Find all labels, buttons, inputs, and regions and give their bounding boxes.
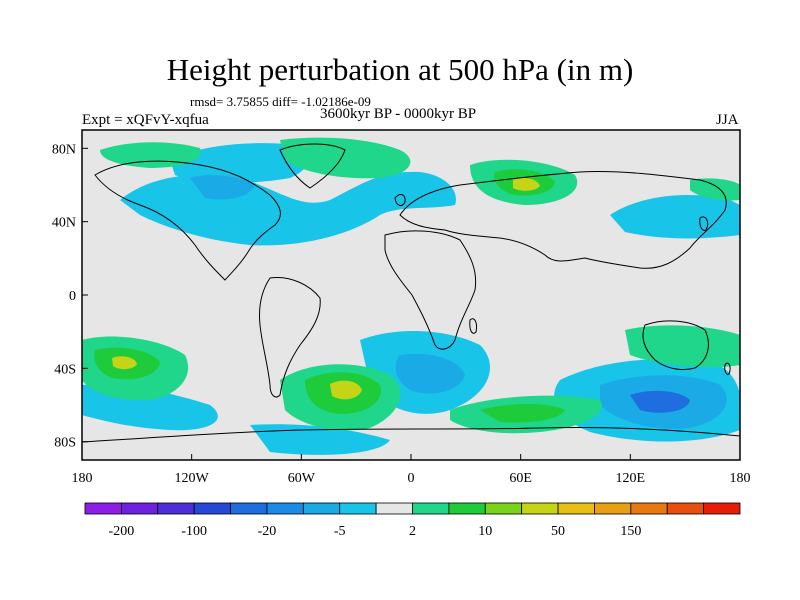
latitude-ticks: 80N 40N 0 40S 80S	[52, 142, 88, 451]
coastline-uk	[394, 194, 406, 206]
contour-yellow-south-pacific	[112, 356, 137, 370]
coastline-greenland	[279, 143, 346, 189]
colorbar: -200 -100 -20 -5 2 10 50 150	[84, 502, 741, 539]
contour-blue-deep	[630, 390, 690, 413]
lat-tick-label: 80N	[52, 142, 76, 157]
colorbar-label: 150	[620, 524, 641, 539]
colorbar-swatch	[266, 502, 304, 515]
lon-tick-label: 120W	[175, 471, 210, 486]
colorbar-labels: -200 -100 -20 -5 2 10 50 150	[109, 524, 642, 539]
longitude-ticks: 180 120W 60W 0 60E 120E 180	[72, 454, 751, 486]
colorbar-swatch	[448, 502, 486, 515]
colorbar-swatch	[230, 502, 268, 515]
period-label: 3600kyr BP - 0000kyr BP	[320, 106, 477, 122]
coastline-south-america	[259, 276, 321, 398]
coastline-africa	[384, 230, 477, 350]
colorbar-swatch	[666, 502, 705, 515]
lon-tick-label: 120E	[616, 471, 646, 486]
lon-tick-label: 60E	[509, 471, 532, 486]
contour-yellow-europe	[513, 178, 540, 191]
colorbar-swatch	[594, 502, 632, 515]
colorbar-swatch	[412, 502, 450, 515]
colorbar-swatch	[84, 502, 122, 515]
contour-cyan-arctic	[170, 143, 311, 183]
lat-tick-label: 80S	[54, 436, 76, 451]
map-panel	[81, 129, 741, 461]
contour-green-greenland	[280, 137, 411, 179]
experiment-label: Expt = xQFvY-xqfua	[82, 112, 209, 128]
colorbar-swatch	[302, 502, 341, 515]
contour-blue-south-atlantic	[395, 353, 465, 394]
coastlines	[82, 143, 740, 443]
lon-tick-label: 0	[408, 471, 415, 486]
lon-tick-label: 60W	[288, 471, 316, 486]
coastline-new-zealand	[724, 362, 731, 375]
contour-blue-north	[190, 175, 255, 200]
colorbar-label: -200	[109, 524, 135, 539]
colorbar-swatch	[375, 502, 413, 515]
coastline-antarctica	[82, 426, 740, 443]
lon-tick-label: 180	[730, 471, 751, 486]
colorbar-swatch	[703, 502, 741, 515]
contour-green-australia	[625, 325, 740, 368]
colorbar-swatch	[521, 502, 559, 515]
colorbar-swatch	[339, 502, 377, 515]
colorbar-swatch	[120, 502, 159, 515]
lat-tick-label: 40S	[54, 362, 76, 377]
colorbar-swatch	[630, 502, 668, 515]
colorbar-label: -100	[181, 524, 207, 539]
contour-fill	[82, 137, 740, 455]
coastline-north-america	[94, 160, 281, 281]
colorbar-label: -5	[334, 524, 346, 539]
colorbar-swatch	[484, 502, 523, 515]
contour-cyan-antarctic	[250, 424, 390, 455]
lat-tick-label: 0	[69, 289, 76, 304]
lon-tick-label: 180	[72, 471, 93, 486]
colorbar-swatches	[84, 502, 741, 515]
coastline-japan	[699, 216, 709, 231]
colorbar-swatch	[557, 502, 595, 515]
colorbar-label: 2	[409, 524, 416, 539]
rmsd-diff-stats: rmsd= 3.75855 diff= -1.02186e-09	[190, 94, 371, 109]
coastline-australia	[642, 320, 709, 371]
map-title: Height perturbation at 500 hPa (in m)	[166, 52, 634, 87]
colorbar-swatch	[157, 502, 195, 515]
coastline-madagascar	[469, 318, 477, 334]
season-label: JJA	[716, 112, 739, 128]
coastline-eurasia	[399, 171, 727, 269]
colorbar-label: 10	[478, 524, 492, 539]
colorbar-label: -20	[258, 524, 277, 539]
contour-yellow-south-atlantic	[330, 380, 362, 400]
colorbar-label: 50	[551, 524, 565, 539]
contour-green-east-asia	[690, 178, 740, 201]
lat-tick-label: 40N	[52, 216, 76, 231]
contour-lime-indian	[480, 404, 565, 423]
colorbar-swatch	[193, 502, 231, 515]
